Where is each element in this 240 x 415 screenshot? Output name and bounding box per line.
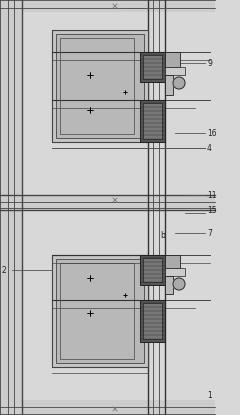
Bar	[56, 259, 144, 363]
Bar	[52, 255, 148, 367]
Bar	[60, 38, 134, 134]
Bar	[140, 255, 165, 285]
Text: 15: 15	[207, 205, 217, 215]
Bar	[140, 100, 165, 142]
Bar	[143, 258, 162, 282]
Text: 7: 7	[207, 229, 212, 237]
Bar	[143, 103, 162, 139]
Bar	[165, 276, 173, 294]
Bar	[0, 195, 215, 210]
Circle shape	[173, 278, 185, 290]
Bar	[165, 75, 173, 95]
Text: 9: 9	[207, 59, 212, 68]
Bar	[165, 67, 185, 75]
Bar	[165, 268, 185, 276]
Bar	[140, 52, 165, 82]
Text: 1: 1	[207, 391, 212, 400]
Bar	[52, 30, 148, 142]
Bar	[0, 0, 22, 415]
Text: 4: 4	[207, 144, 212, 152]
Bar	[143, 55, 162, 79]
Bar	[165, 255, 180, 268]
Text: 11: 11	[207, 190, 216, 200]
Bar	[143, 303, 162, 339]
Circle shape	[173, 77, 185, 89]
Text: 16: 16	[207, 129, 217, 137]
Text: b: b	[160, 230, 165, 239]
Bar	[0, 400, 215, 415]
Text: 2: 2	[2, 266, 7, 274]
Bar	[0, 0, 215, 12]
Bar	[140, 300, 165, 342]
Bar	[56, 34, 144, 138]
Bar	[165, 52, 180, 67]
Bar	[60, 263, 134, 359]
